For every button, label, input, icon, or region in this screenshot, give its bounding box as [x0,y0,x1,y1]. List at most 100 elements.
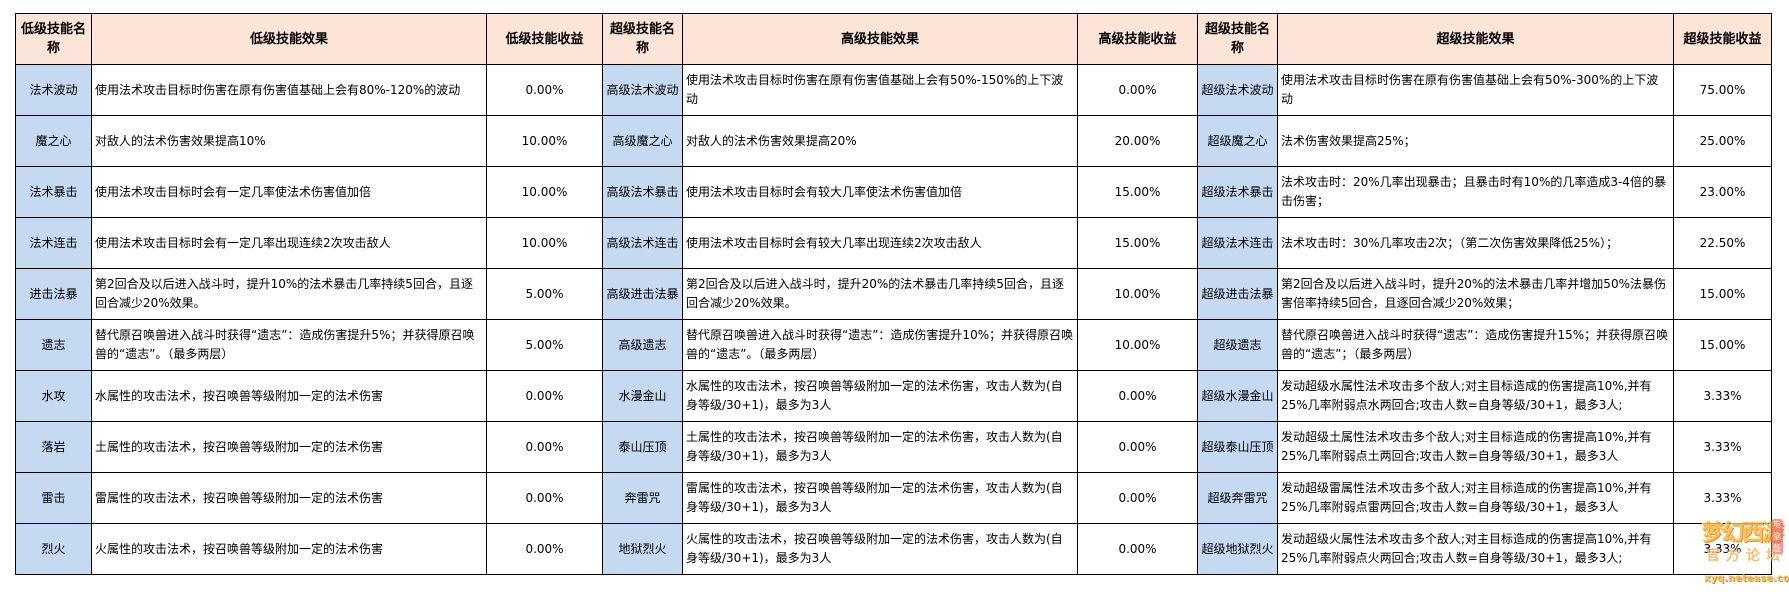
table-row: 水攻 水属性的攻击法术，按召唤兽等级附加一定的法术伤害 0.00% 水漫金山 水… [15,370,1772,422]
high-skill-profit: 0.00% [1077,64,1198,116]
header-low-name: 低级技能名称 [15,13,92,65]
low-skill-profit: 5.00% [486,319,603,371]
high-skill-profit: 15.00% [1077,166,1198,218]
high-skill-effect: 替代原召唤兽进入战斗时获得“遗志”：造成伤害提升10%；并获得原召唤兽的“遗志”… [682,319,1078,371]
high-skill-name: 高级法术波动 [602,64,683,116]
high-skill-name: 高级魔之心 [602,115,683,167]
super-skill-profit: 3.33% [1673,523,1772,575]
header-high-effect: 高级技能效果 [682,13,1078,65]
super-skill-name: 超级法术暴击 [1197,166,1278,218]
header-super-effect: 超级技能效果 [1277,13,1674,65]
super-skill-effect: 使用法术攻击目标时伤害在原有伤害值基础上会有50%-300%的上下波动 [1277,64,1674,116]
header-super-profit: 超级技能收益 [1673,13,1772,65]
super-skill-profit: 15.00% [1673,319,1772,371]
low-skill-profit: 10.00% [486,217,603,269]
low-skill-effect: 使用法术攻击目标时会有一定几率出现连续2次攻击敌人 [91,217,487,269]
low-skill-profit: 0.00% [486,472,603,524]
low-skill-name: 落岩 [15,421,92,473]
low-skill-effect: 对敌人的法术伤害效果提高10% [91,115,487,167]
super-skill-profit: 25.00% [1673,115,1772,167]
low-skill-profit: 0.00% [486,523,603,575]
high-skill-effect: 使用法术攻击目标时伤害在原有伤害值基础上会有50%-150%的上下波动 [682,64,1078,116]
table-row: 法术连击 使用法术攻击目标时会有一定几率出现连续2次攻击敌人 10.00% 高级… [15,217,1772,269]
super-skill-profit: 15.00% [1673,268,1772,320]
header-row: 低级技能名称 低级技能效果 低级技能收益 超级技能名称 高级技能效果 高级技能收… [15,13,1772,65]
low-skill-effect: 第2回合及以后进入战斗时，提升10%的法术暴击几率持续5回合，且逐回合减少20%… [91,268,487,320]
super-skill-name: 超级泰山压顶 [1197,421,1278,473]
low-skill-profit: 0.00% [486,421,603,473]
low-skill-effect: 使用法术攻击目标时会有一定几率使法术伤害值加倍 [91,166,487,218]
high-skill-profit: 10.00% [1077,268,1198,320]
high-skill-effect: 对敌人的法术伤害效果提高20% [682,115,1078,167]
low-skill-profit: 0.00% [486,64,603,116]
high-skill-effect: 火属性的攻击法术，按召唤兽等级附加一定的法术伤害，攻击人数为(自身等级/30+1… [682,523,1078,575]
header-low-effect: 低级技能效果 [91,13,487,65]
super-skill-profit: 22.50% [1673,217,1772,269]
skill-comparison-table: 低级技能名称 低级技能效果 低级技能收益 超级技能名称 高级技能效果 高级技能收… [15,13,1772,575]
low-skill-profit: 0.00% [486,370,603,422]
table-row: 雷击 雷属性的攻击法术，按召唤兽等级附加一定的法术伤害 0.00% 奔雷咒 雷属… [15,472,1772,524]
super-skill-effect: 发动超级水属性法术攻击多个敌人;对主目标造成的伤害提高10%,并有25%几率附弱… [1277,370,1674,422]
low-skill-effect: 土属性的攻击法术，按召唤兽等级附加一定的法术伤害 [91,421,487,473]
super-skill-effect: 法术攻击时：30%几率攻击2次；（第二次伤害效果降低25%）； [1277,217,1674,269]
low-skill-profit: 5.00% [486,268,603,320]
low-skill-name: 遗志 [15,319,92,371]
watermark-badge: 电脑版 [1771,519,1783,555]
super-skill-effect: 发动超级土属性法术攻击多个敌人;对主目标造成的伤害提高10%,并有25%几率附弱… [1277,421,1674,473]
high-skill-effect: 土属性的攻击法术，按召唤兽等级附加一定的法术伤害，攻击人数为(自身等级/30+1… [682,421,1078,473]
low-skill-profit: 10.00% [486,115,603,167]
super-skill-profit: 3.33% [1673,370,1772,422]
super-skill-effect: 发动超级雷属性法术攻击多个敌人;对主目标造成的伤害提高10%,并有25%几率附弱… [1277,472,1674,524]
low-skill-name: 烈火 [15,523,92,575]
super-skill-name: 超级进击法暴 [1197,268,1278,320]
low-skill-name: 雷击 [15,472,92,524]
high-skill-profit: 0.00% [1077,370,1198,422]
header-super-name: 超级技能名称 [1197,13,1278,65]
super-skill-name: 超级水漫金山 [1197,370,1278,422]
low-skill-effect: 火属性的攻击法术，按召唤兽等级附加一定的法术伤害 [91,523,487,575]
super-skill-effect: 法术伤害效果提高25%； [1277,115,1674,167]
super-skill-profit: 3.33% [1673,472,1772,524]
high-skill-profit: 10.00% [1077,319,1198,371]
table-row: 法术波动 使用法术攻击目标时伤害在原有伤害值基础上会有80%-120%的波动 0… [15,64,1772,116]
low-skill-effect: 使用法术攻击目标时伤害在原有伤害值基础上会有80%-120%的波动 [91,64,487,116]
table-row: 遗志 替代原召唤兽进入战斗时获得“遗志”：造成伤害提升5%；并获得原召唤兽的“遗… [15,319,1772,371]
super-skill-profit: 75.00% [1673,64,1772,116]
high-skill-effect: 第2回合及以后进入战斗时，提升20%的法术暴击几率持续5回合，且逐回合减少20%… [682,268,1078,320]
low-skill-effect: 替代原召唤兽进入战斗时获得“遗志”：造成伤害提升5%；并获得原召唤兽的“遗志”。… [91,319,487,371]
low-skill-name: 进击法暴 [15,268,92,320]
high-skill-profit: 0.00% [1077,421,1198,473]
table-row: 落岩 土属性的攻击法术，按召唤兽等级附加一定的法术伤害 0.00% 泰山压顶 土… [15,421,1772,473]
super-skill-name: 超级遗志 [1197,319,1278,371]
table-row: 进击法暴 第2回合及以后进入战斗时，提升10%的法术暴击几率持续5回合，且逐回合… [15,268,1772,320]
low-skill-profit: 10.00% [486,166,603,218]
super-skill-profit: 3.33% [1673,421,1772,473]
low-skill-name: 魔之心 [15,115,92,167]
low-skill-name: 法术波动 [15,64,92,116]
high-skill-profit: 20.00% [1077,115,1198,167]
super-skill-name: 超级法术波动 [1197,64,1278,116]
header-high-name: 超级技能名称 [602,13,683,65]
super-skill-effect: 第2回合及以后进入战斗时，提升20%的法术暴击几率并增加50%法暴伤害倍率持续5… [1277,268,1674,320]
high-skill-name: 奔雷咒 [602,472,683,524]
high-skill-name: 高级法术暴击 [602,166,683,218]
low-skill-name: 水攻 [15,370,92,422]
low-skill-name: 法术暴击 [15,166,92,218]
super-skill-name: 超级地狱烈火 [1197,523,1278,575]
high-skill-name: 高级遗志 [602,319,683,371]
high-skill-profit: 0.00% [1077,523,1198,575]
high-skill-effect: 使用法术攻击目标时会有较大几率出现连续2次攻击敌人 [682,217,1078,269]
low-skill-effect: 雷属性的攻击法术，按召唤兽等级附加一定的法术伤害 [91,472,487,524]
high-skill-profit: 0.00% [1077,472,1198,524]
table-row: 烈火 火属性的攻击法术，按召唤兽等级附加一定的法术伤害 0.00% 地狱烈火 火… [15,523,1772,575]
header-high-profit: 高级技能收益 [1077,13,1198,65]
high-skill-name: 泰山压顶 [602,421,683,473]
super-skill-effect: 发动超级火属性法术攻击多个敌人;对主目标造成的伤害提高10%,并有25%几率附弱… [1277,523,1674,575]
super-skill-name: 超级奔雷咒 [1197,472,1278,524]
header-low-profit: 低级技能收益 [486,13,603,65]
high-skill-effect: 使用法术攻击目标时会有较大几率使法术伤害值加倍 [682,166,1078,218]
table-row: 法术暴击 使用法术攻击目标时会有一定几率使法术伤害值加倍 10.00% 高级法术… [15,166,1772,218]
low-skill-name: 法术连击 [15,217,92,269]
super-skill-name: 超级魔之心 [1197,115,1278,167]
low-skill-effect: 水属性的攻击法术，按召唤兽等级附加一定的法术伤害 [91,370,487,422]
